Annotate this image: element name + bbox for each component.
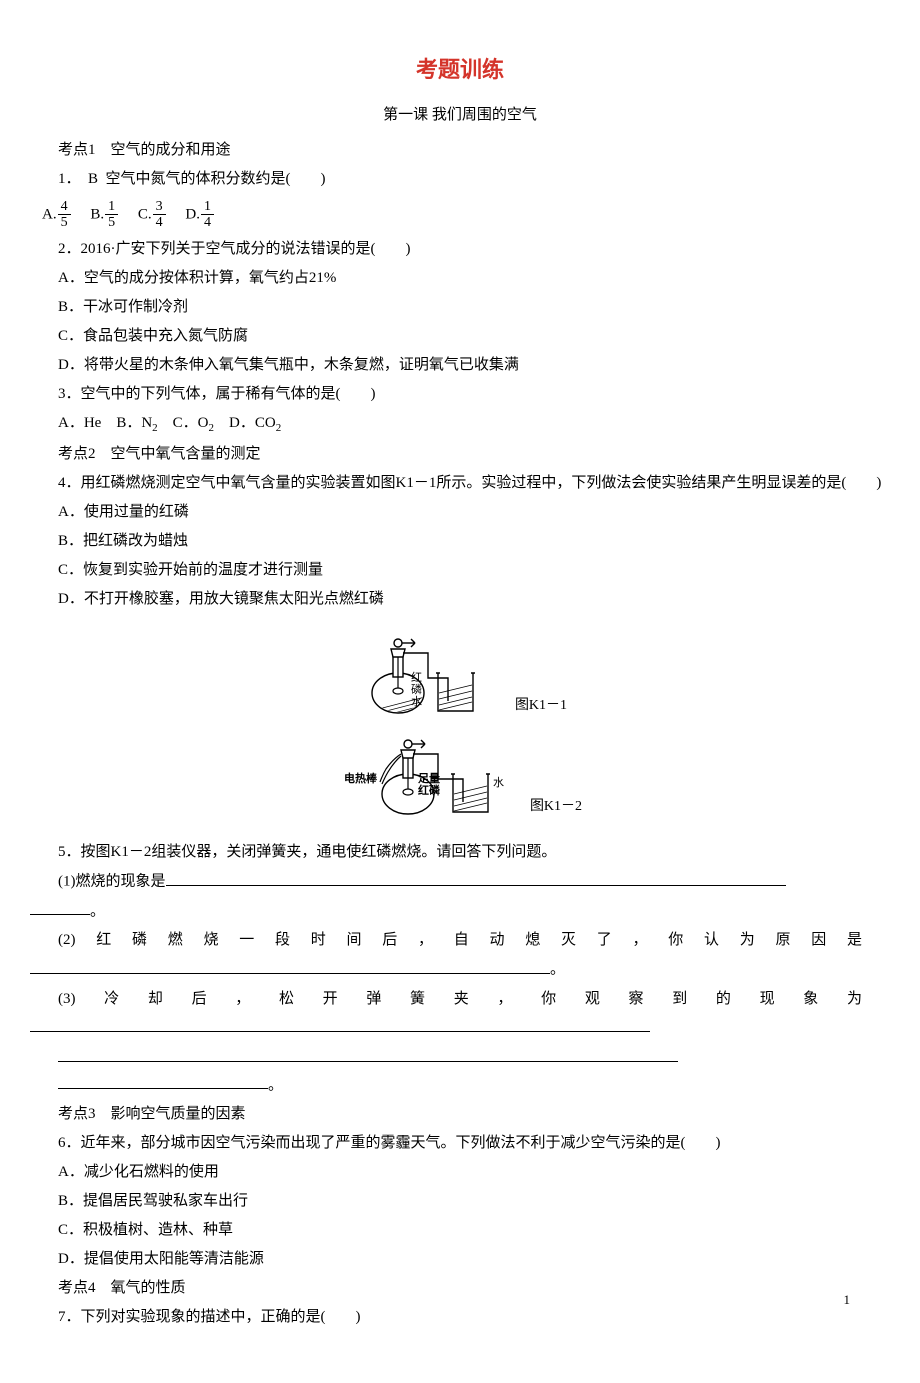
fig2-label-zuliang: 足量 [418, 772, 440, 785]
blank-line [30, 898, 90, 916]
kp2-heading: 考点2 空气中氧气含量的测定 [58, 441, 890, 468]
q1-optA-frac: 45 [58, 199, 71, 231]
blank-line [58, 1072, 268, 1090]
q1-optB-frac: 15 [105, 199, 118, 231]
period: 。 [268, 1077, 283, 1093]
q6-optB: B．提倡居民驾驶私家车出行 [58, 1188, 890, 1215]
q7-stem: 7．下列对实验现象的描述中，正确的是( ) [58, 1304, 890, 1331]
figure-k1-2: 电热棒 足量 红磷 水 图K1－2 [30, 724, 890, 819]
q2-stem: 2．2016·广安下列关于空气成分的说法错误的是( ) [58, 236, 890, 263]
q1-optC-label: C. [138, 206, 152, 222]
blank-line [166, 868, 786, 886]
blank-line [58, 1044, 678, 1062]
q4-optB: B．把红磷改为蜡烛 [58, 528, 890, 555]
lesson-subtitle: 第一课 我们周围的空气 [30, 102, 890, 129]
q5-stem: 5．按图K1－2组装仪器，关闭弹簧夹，通电使红磷燃烧。请回答下列问题。 [58, 839, 890, 866]
period: 。 [90, 903, 105, 919]
fig2-label-shui: 水 [493, 776, 504, 789]
q3-stem: 3．空气中的下列气体，属于稀有气体的是( ) [58, 381, 890, 408]
q4-optD: D．不打开橡胶塞，用放大镜聚焦太阳光点燃红磷 [58, 586, 890, 613]
page-title: 考题训练 [30, 50, 890, 90]
figure-k1-1-label: 图K1－1 [515, 693, 567, 718]
fig2-label-dianre: 电热棒 [344, 771, 378, 785]
q6-optD: D．提倡使用太阳能等清洁能源 [58, 1246, 890, 1273]
q1-optC-frac: 34 [153, 199, 166, 231]
q6-optC: C．积极植树、造林、种草 [58, 1217, 890, 1244]
blank-line [30, 956, 550, 974]
fig1-label-lin: 磷 [411, 683, 422, 696]
q1-answer: B [88, 171, 98, 187]
page-number: 1 [844, 1288, 851, 1311]
fig2-label-honglin: 红磷 [418, 783, 441, 797]
q1-options: A.45 B.15 C.34 D.14 [42, 199, 890, 231]
q2-optB: B．干冰可作制冷剂 [58, 294, 890, 321]
q1-optB-label: B. [90, 206, 104, 222]
q1-prefix: 1． [58, 171, 81, 187]
period: 。 [550, 962, 565, 978]
q2-optA: A．空气的成分按体积计算，氧气约占21% [58, 265, 890, 292]
q1-text: 空气中氮气的体积分数约是( ) [106, 171, 326, 187]
figure-k1-2-label: 图K1－2 [530, 794, 582, 819]
q5-part1: (1)燃烧的现象是 [58, 868, 890, 896]
q1-optD-label: D. [185, 206, 200, 222]
q4-optA: A．使用过量的红磷 [58, 499, 890, 526]
kp4-heading: 考点4 氧气的性质 [58, 1275, 890, 1302]
q1-optD-frac: 14 [201, 199, 214, 231]
q5-part3: (3)冷却后，松开弹簧夹，你观察到的现象为 [58, 986, 862, 1013]
q2-optC: C．食品包装中充入氮气防腐 [58, 323, 890, 350]
fig1-label-shui: 水 [411, 695, 422, 708]
q5-part2: (2)红磷燃烧一段时间后，自动熄灭了，你认为原因是 [58, 927, 862, 954]
fig1-label-hong: 红 [411, 671, 422, 684]
q6-stem: 6．近年来，部分城市因空气污染而出现了严重的雾霾天气。下列做法不利于减少空气污染… [58, 1130, 890, 1157]
q1-optA-label: A. [42, 206, 57, 222]
q2-optD: D．将带火星的木条伸入氧气集气瓶中，木条复燃，证明氧气已收集满 [58, 352, 890, 379]
q3-options: A．He B．N2 C．O2 D．CO2 [58, 410, 890, 439]
blank-line [30, 1015, 650, 1033]
q4-stem: 4．用红磷燃烧测定空气中氧气含量的实验装置如图K1－1所示。实验过程中，下列做法… [58, 470, 890, 497]
kp3-heading: 考点3 影响空气质量的因素 [58, 1101, 890, 1128]
kp1-heading: 考点1 空气的成分和用途 [58, 137, 890, 164]
q6-optA: A．减少化石燃料的使用 [58, 1159, 890, 1186]
q1-stem: 1． B 空气中氮气的体积分数约是( ) [58, 166, 890, 193]
figure-k1-1: 红 磷 水 图K1－1 [30, 623, 890, 718]
q4-optC: C．恢复到实验开始前的温度才进行测量 [58, 557, 890, 584]
